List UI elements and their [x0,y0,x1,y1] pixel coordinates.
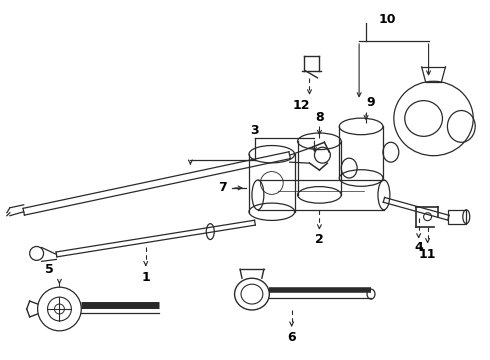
Text: 5: 5 [45,263,54,276]
Text: 6: 6 [287,331,296,344]
Text: 12: 12 [293,99,310,112]
Text: 2: 2 [315,233,324,246]
Text: 1: 1 [142,271,150,284]
Text: 11: 11 [419,248,436,261]
Text: 7: 7 [218,181,226,194]
Text: 3: 3 [250,124,259,137]
Text: 10: 10 [378,13,395,26]
Text: 9: 9 [367,96,375,109]
Text: 4: 4 [414,241,423,254]
Text: 8: 8 [315,111,324,124]
